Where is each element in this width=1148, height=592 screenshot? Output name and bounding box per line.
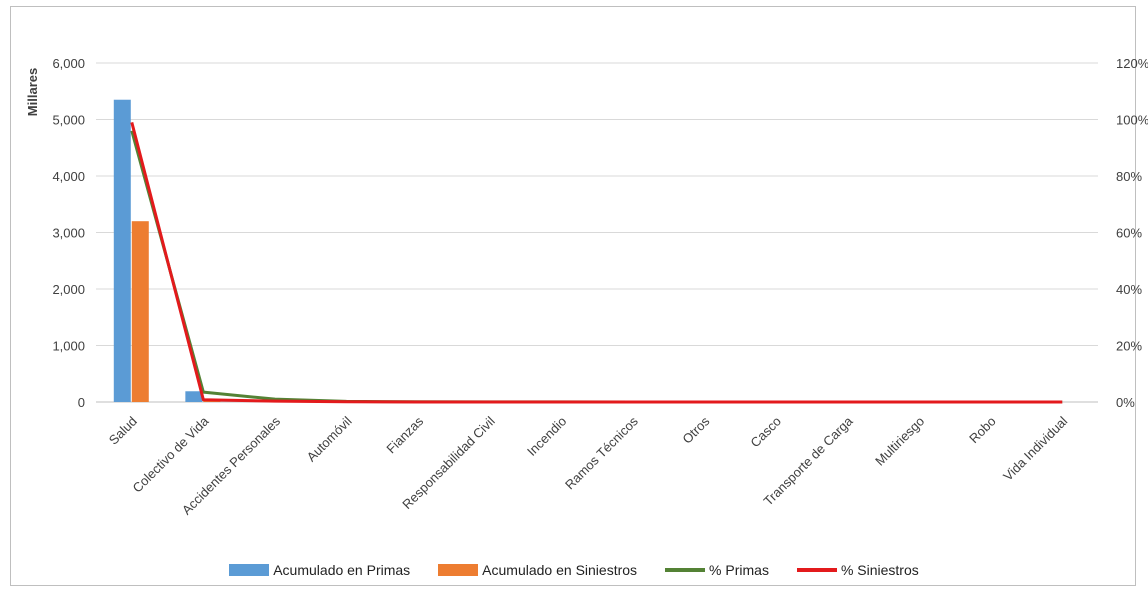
legend-item: % Primas [665,562,769,578]
y-tick-label: 4,000 [52,169,85,184]
y2-tick-label: 80% [1116,169,1142,184]
y-tick-label: 2,000 [52,282,85,297]
legend-label: % Primas [709,562,769,578]
y2-tick-label: 40% [1116,282,1142,297]
y2-tick-label: 0% [1116,395,1135,410]
x-tick-label: Otros [679,413,712,446]
legend-swatch [438,564,479,576]
x-tick-label: Multiriesgo [872,414,927,469]
legend-label: % Siniestros [840,562,919,578]
y-tick-label: 0 [78,395,85,410]
x-tick-label: Colectivo de Vida [129,413,212,496]
x-tick-label: Vida Individual [1000,413,1070,483]
x-tick-label: Automóvil [304,413,355,464]
x-tick-label: Salud [106,414,140,448]
y-tick-label: 3,000 [52,226,85,241]
y-tick-label: 6,000 [52,56,85,71]
legend-item: % Siniestros [796,562,919,578]
legend: Acumulado en Primas Acumulado en Siniest… [0,560,1148,580]
y2-tick-label: 120% [1116,56,1148,71]
chart-frame [10,6,1136,586]
y-tick-label: 1,000 [52,339,85,354]
bar [113,99,131,402]
y2-tick-label: 100% [1116,113,1148,128]
x-tick-label: Fianzas [383,413,426,456]
bar [131,221,149,402]
legend-swatch [665,568,706,572]
x-tick-label: Ramos Técnicos [562,413,641,492]
legend-item: Acumulado en Primas [229,562,410,578]
y-tick-label: 5,000 [52,113,85,128]
series-line [130,121,1063,404]
x-tick-label: Incendio [524,414,569,459]
y2-tick-label: 60% [1116,226,1142,241]
y2-tick-label: 20% [1116,339,1142,354]
bar [185,391,203,402]
legend-swatch [796,568,837,572]
x-tick-label: Casco [747,414,784,451]
legend-label: Acumulado en Primas [273,562,411,578]
legend-label: Acumulado en Siniestros [482,562,638,578]
legend-item: Acumulado en Siniestros [438,562,637,578]
x-tick-label: Robo [966,414,999,447]
bar [203,400,221,402]
series-line [130,130,1063,404]
y-axis-label: Millares [25,68,40,116]
legend-swatch [229,564,270,576]
